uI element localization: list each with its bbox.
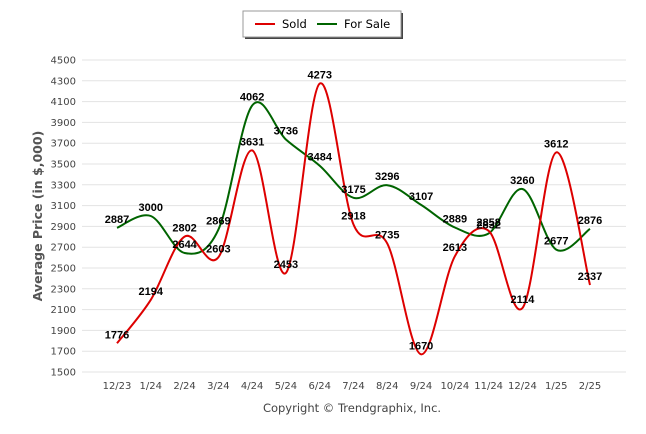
sold-data-label: 2613 xyxy=(443,242,467,254)
x-tick-label: 9/24 xyxy=(410,381,432,392)
y-tick-label: 2500 xyxy=(51,264,76,275)
data-labels: 1776 2194 2802 2603 3631 2453 4273 2918 2735 1670… xyxy=(105,70,602,353)
legend: Sold For Sale xyxy=(242,10,403,39)
x-tick-label: 7/24 xyxy=(342,381,364,392)
for-sale-data-label: 2869 xyxy=(206,216,230,228)
legend-items: Sold For Sale xyxy=(255,17,390,31)
sold-data-label: 2114 xyxy=(510,294,535,306)
for-sale-data-label: 2677 xyxy=(544,236,568,248)
for-sale-legend-label: For Sale xyxy=(344,17,390,31)
x-tick-label: 3/24 xyxy=(207,381,229,392)
x-tick-label: 1/24 xyxy=(140,381,162,392)
y-tick-label: 3500 xyxy=(51,160,76,171)
sold-data-label: 2802 xyxy=(172,223,196,235)
sold-data-label: 1776 xyxy=(105,329,129,341)
y-tick-label: 4300 xyxy=(51,76,76,87)
grid-lines xyxy=(82,59,626,373)
for-sale-data-label: 2889 xyxy=(443,214,467,226)
for-sale-data-label: 3260 xyxy=(510,175,534,187)
y-tick-label: 1700 xyxy=(51,347,76,358)
x-tick-label: 11/24 xyxy=(474,381,503,392)
sold-data-label: 2453 xyxy=(274,259,298,271)
for-sale-data-label: 3000 xyxy=(139,202,163,214)
y-tick-label: 3700 xyxy=(51,139,76,150)
sold-data-label: 3631 xyxy=(240,136,264,148)
x-tick-label: 10/24 xyxy=(440,381,469,392)
x-tick-label: 2/25 xyxy=(579,381,601,392)
y-tick-label: 2900 xyxy=(51,222,76,233)
series-lines xyxy=(116,82,591,356)
x-tick-label: 12/24 xyxy=(508,381,537,392)
x-tick-label: 6/24 xyxy=(308,381,330,392)
for-sale-data-label: 4062 xyxy=(240,92,264,104)
y-tick-label: 2700 xyxy=(51,243,76,254)
copyright-text: Copyright © Trendgraphix, Inc. xyxy=(263,401,441,415)
sold-data-label: 2337 xyxy=(578,271,602,283)
for-sale-series-line xyxy=(116,101,591,255)
x-axis-ticks: 12/23 1/24 2/24 3/24 4/24 5/24 6/24 7/24 8/24 9/2… xyxy=(103,381,602,392)
for-sale-data-label: 3175 xyxy=(341,184,365,196)
for-sale-data-label: 3484 xyxy=(307,152,332,164)
sold-data-label: 3612 xyxy=(544,138,568,150)
x-tick-label: 5/24 xyxy=(275,381,297,392)
for-sale-data-label: 2832 xyxy=(476,219,500,231)
for-sale-data-label: 2887 xyxy=(105,214,129,226)
y-tick-label: 3300 xyxy=(51,180,76,191)
y-tick-label: 1900 xyxy=(51,326,76,337)
for-sale-data-label: 2644 xyxy=(172,239,197,251)
sold-series-line xyxy=(116,82,591,356)
y-tick-label: 2300 xyxy=(51,284,76,295)
for-sale-data-label: 2876 xyxy=(578,215,602,227)
sold-data-label: 2735 xyxy=(375,230,399,242)
for-sale-data-label: 3736 xyxy=(274,125,298,137)
y-axis-ticks: 1500 1700 1900 2100 2300 2500 2700 2900 3100 3300… xyxy=(51,56,76,379)
x-tick-label: 2/24 xyxy=(173,381,195,392)
y-tick-label: 4500 xyxy=(51,56,76,67)
x-tick-label: 4/24 xyxy=(241,381,263,392)
for-sale-data-label: 3107 xyxy=(409,191,433,203)
x-tick-label: 1/25 xyxy=(545,381,567,392)
y-axis-label: Average Price (in $,000) xyxy=(30,131,45,302)
sold-data-label: 2194 xyxy=(139,286,164,298)
y-tick-label: 1500 xyxy=(51,368,76,379)
sold-data-label: 2918 xyxy=(341,211,365,223)
sold-data-label: 2858 xyxy=(476,217,500,229)
y-tick-label: 2100 xyxy=(51,305,76,316)
sold-legend-label: Sold xyxy=(282,17,307,31)
y-tick-label: 4100 xyxy=(51,97,76,108)
for-sale-data-label: 3296 xyxy=(375,171,399,183)
x-tick-label: 12/23 xyxy=(103,381,132,392)
sold-data-label: 1670 xyxy=(409,340,433,352)
y-tick-label: 3900 xyxy=(51,118,76,129)
x-tick-label: 8/24 xyxy=(376,381,398,392)
y-tick-label: 3100 xyxy=(51,201,76,212)
sold-data-label: 4273 xyxy=(307,70,331,82)
sold-data-label: 2603 xyxy=(206,243,230,255)
